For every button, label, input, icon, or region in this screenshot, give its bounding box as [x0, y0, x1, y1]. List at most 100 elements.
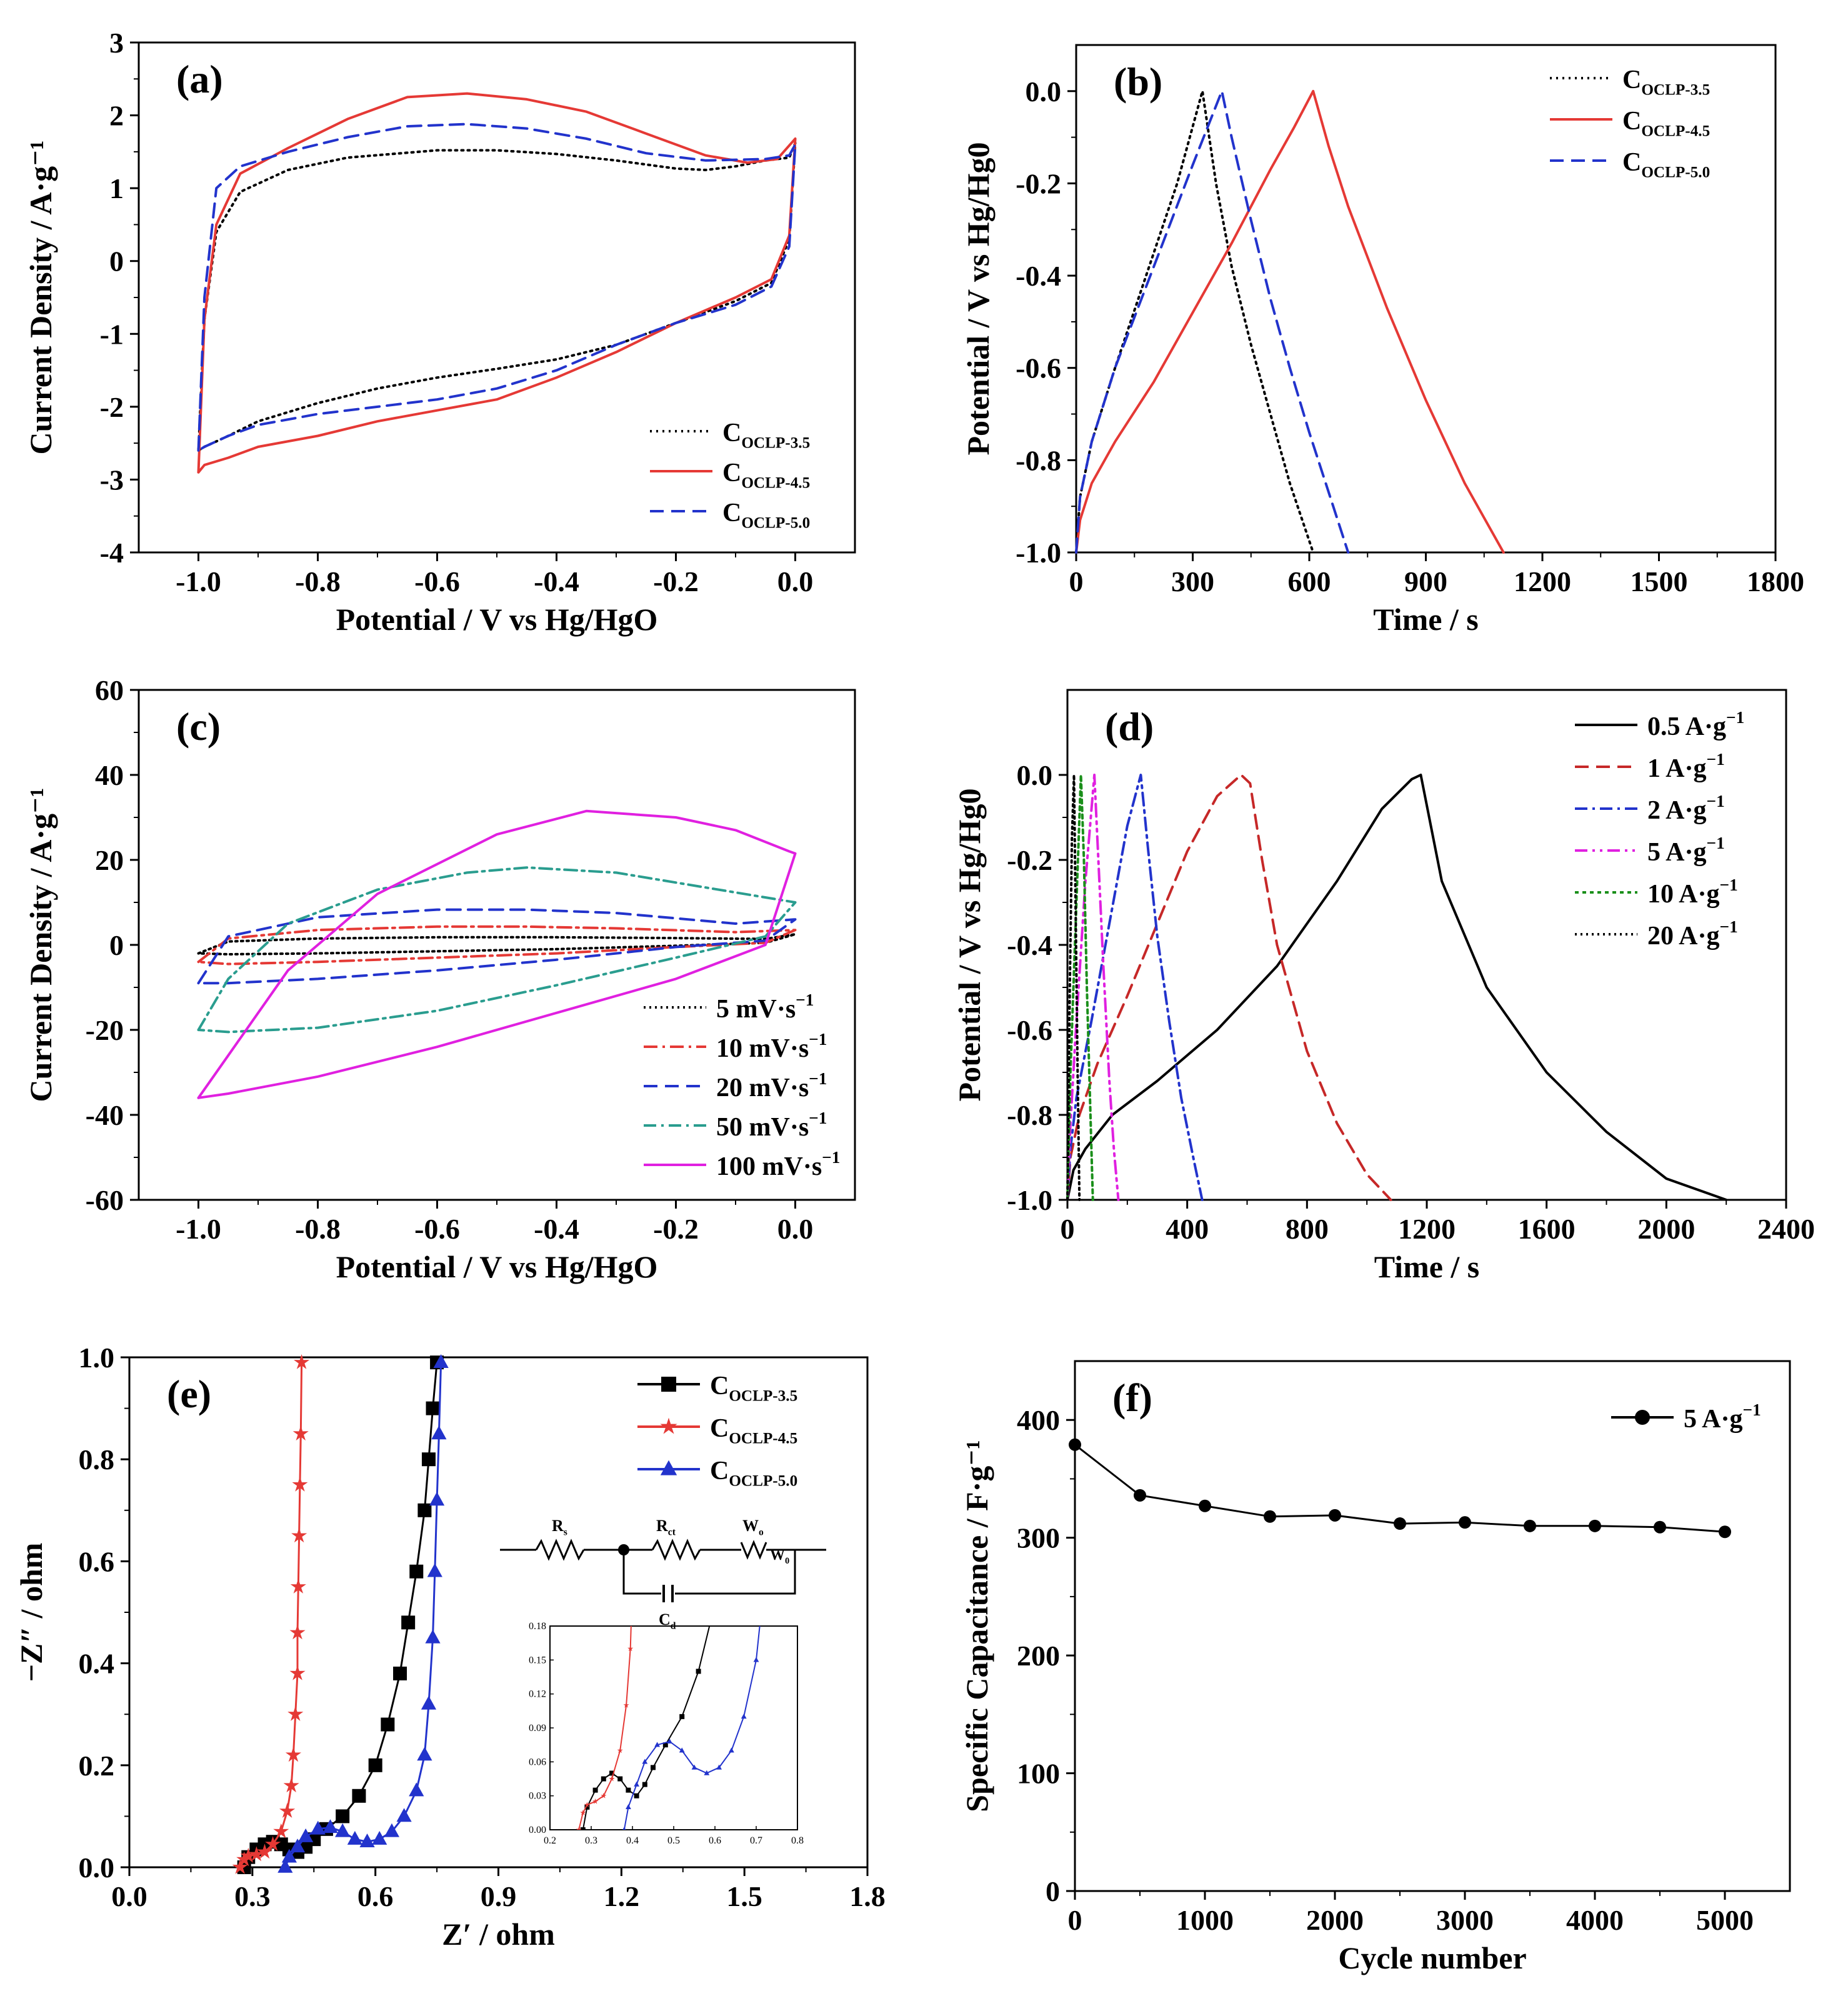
legend-label: 50 mV·s−1	[716, 1109, 827, 1142]
legend-label-sup: −1	[1720, 917, 1738, 936]
data-point	[372, 1830, 387, 1845]
y-tick-label: -0.8	[1007, 1099, 1052, 1131]
series-line-3	[1066, 774, 1120, 1201]
resistor-rct	[651, 1539, 701, 1561]
legend-label-sup: −1	[1720, 876, 1738, 894]
y-tick-label: 1.0	[79, 1342, 115, 1374]
inset-y-tick-label: 0.12	[529, 1689, 546, 1700]
x-tick-label: 4000	[1566, 1904, 1624, 1936]
inset-data-point	[746, 1284, 751, 1289]
inset-data-point	[712, 1601, 717, 1606]
inset-data-point	[580, 1810, 586, 1815]
chart-panel-b: 0 300 600 900 1200 1500 1800 -1.0 -0.8 -0.6 -0.4 -0…	[961, 44, 1804, 637]
legend-label-sup: −1	[1707, 792, 1725, 811]
data-point	[265, 1836, 281, 1851]
inset-x-tick-label: 0.5	[667, 1835, 680, 1846]
series-line-2	[1075, 89, 1350, 554]
legend-label: COCLP-4.5	[710, 1414, 797, 1447]
legend-label-sub: OCLP-4.5	[741, 475, 810, 492]
inset-data-point	[667, 1738, 672, 1744]
x-tick-label: 1.5	[726, 1880, 762, 1912]
legend-label-main: 5 A·g	[1684, 1405, 1743, 1434]
y-tick-label: -4	[100, 537, 124, 569]
inset-data-point	[691, 1764, 697, 1770]
panel-label: (c)	[176, 704, 221, 749]
inset-data-point	[634, 1306, 639, 1312]
data-point	[426, 1401, 440, 1415]
inset-data-point	[696, 1669, 701, 1674]
data-point	[336, 1809, 350, 1824]
inset-y-tick-label: 0.09	[529, 1723, 546, 1734]
inset-series-line	[623, 1626, 761, 1830]
y-tick-label: -1	[100, 318, 124, 350]
legend-label: 5 A·g−1	[1684, 1400, 1761, 1434]
x-tick-label: 0.3	[234, 1880, 271, 1912]
data-point	[1394, 1517, 1406, 1530]
x-tick-label: -0.4	[534, 566, 579, 597]
y-tick-label: 0	[109, 246, 124, 277]
inset-data-point	[592, 1787, 598, 1793]
inset-data-point	[626, 1804, 631, 1809]
legend-label-sup: −1	[1726, 708, 1744, 727]
series-line-1	[197, 92, 797, 474]
legend-label-main: C	[710, 1414, 729, 1443]
inset-data-point	[770, 1317, 776, 1322]
x-tick-label: -0.8	[295, 1213, 341, 1245]
panel-label: (b)	[1114, 59, 1162, 104]
y-tick-label: 0.0	[1026, 76, 1062, 107]
legend-label: 5 mV·s−1	[716, 991, 814, 1024]
series-line-2	[197, 122, 797, 452]
inset-data-point	[609, 1775, 615, 1782]
legend-label-sub: OCLP-3.5	[741, 435, 810, 452]
inset-data-point	[584, 1802, 590, 1807]
y-tick-label: -40	[86, 1099, 124, 1131]
data-point	[290, 1579, 306, 1594]
inset-x-tick-label: 0.8	[791, 1835, 804, 1846]
legend-marker	[661, 1377, 676, 1392]
y-axis-title: Potential / V vs Hg/Hg0	[961, 142, 996, 456]
legend-label-main: 2 A·g	[1647, 796, 1707, 825]
x-tick-label: 1000	[1176, 1904, 1234, 1936]
data-point	[283, 1777, 299, 1793]
y-tick-label: 400	[1017, 1404, 1060, 1436]
data-point	[248, 1846, 264, 1862]
data-point	[359, 1834, 375, 1847]
legend-label-main: 0.5 A·g	[1647, 712, 1726, 741]
x-tick-label: 1.8	[849, 1880, 886, 1912]
x-tick-label: -0.8	[295, 566, 341, 597]
label-rs: Rs	[552, 1517, 567, 1538]
legend-label-sup: −1	[1743, 1400, 1761, 1419]
y-tick-label: 0.4	[79, 1648, 115, 1680]
inset-data-point	[654, 1742, 660, 1747]
data-point	[307, 1832, 321, 1847]
y-tick-label: 0.0	[79, 1852, 115, 1884]
series-line-0	[1066, 774, 1728, 1201]
data-point	[421, 1452, 436, 1467]
label-wo-symbol: W0	[770, 1547, 789, 1566]
legend-label-main: 5 mV·s	[716, 995, 796, 1024]
legend-label: 5 A·g−1	[1647, 834, 1725, 867]
data-point	[279, 1803, 296, 1818]
inset-y-tick-label: 0.06	[529, 1757, 546, 1767]
data-point	[292, 1476, 308, 1492]
x-tick-label: 2000	[1637, 1213, 1695, 1245]
legend-label: COCLP-5.0	[722, 499, 810, 532]
inset-data-point	[638, 706, 644, 712]
x-tick-label: 3000	[1436, 1904, 1494, 1936]
label-rs-sub: s	[564, 1527, 567, 1538]
legend-label-sup: −1	[809, 1109, 827, 1127]
legend-label-main: 20 mV·s	[716, 1074, 809, 1102]
y-tick-label: -20	[86, 1014, 124, 1046]
x-tick-label: 800	[1286, 1213, 1329, 1245]
wire	[675, 1550, 796, 1595]
y-tick-label: -3	[100, 464, 124, 496]
chart-panel-d: 0 400 800 1200 1600 2000 2400 -1.0 -0.8 -0.6 -0.4 -…	[952, 689, 1815, 1284]
plot-frame	[1074, 1360, 1791, 1892]
series-line-3	[197, 866, 797, 1034]
y-axis-title: Current Density / A·g⁻¹	[23, 141, 58, 455]
y-tick-label: -0.4	[1007, 929, 1052, 961]
y-tick-label: 1	[109, 172, 124, 204]
legend-label-main: 20 A·g	[1647, 922, 1720, 951]
chart-panel-e: 0.0 0.3 0.6 0.9 1.2 1.5 1.8 0.0 0.2 0.4 0.6 0.8 1.0 Z…	[14, 706, 886, 1952]
y-tick-label: 200	[1017, 1640, 1060, 1672]
